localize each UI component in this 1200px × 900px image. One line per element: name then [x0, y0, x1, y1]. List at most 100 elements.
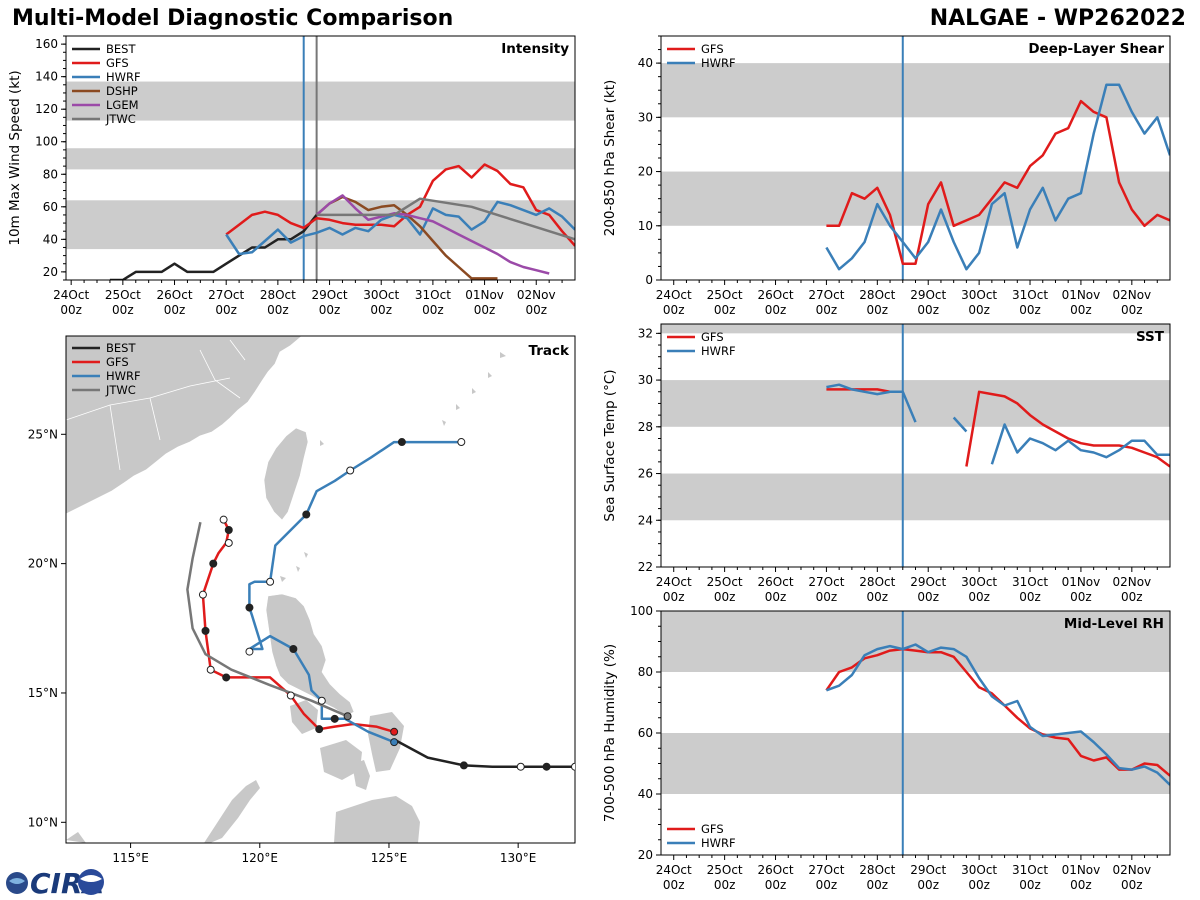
- lon-tick-label: 125°E: [371, 851, 408, 865]
- panel-title: Track: [529, 343, 570, 359]
- x-tick-label-date: 01Nov: [1062, 288, 1101, 302]
- x-tick-label-hour: 00z: [968, 590, 990, 604]
- x-tick-label-date: 25Oct: [707, 863, 743, 877]
- series-line-hwrf: [825, 83, 1170, 271]
- shaded-band: [661, 324, 1170, 334]
- x-tick-label-hour: 00z: [917, 878, 939, 892]
- x-tick-label-hour: 00z: [1070, 590, 1092, 604]
- series-line-jtwc: [316, 197, 575, 241]
- rh-panel: 2040608010024Oct00z25Oct00z26Oct00z27Oct…: [602, 604, 1171, 892]
- track-position-marker: [346, 466, 355, 475]
- babuyan-islands: [280, 552, 308, 582]
- x-tick-label-hour: 00z: [1019, 303, 1041, 317]
- series-group: [826, 383, 1170, 468]
- x-tick-label-hour: 00z: [474, 303, 496, 317]
- legend-label: HWRF: [701, 836, 736, 850]
- x-tick-label-date: 26Oct: [758, 288, 794, 302]
- x-tick-label-date: 27Oct: [808, 575, 844, 589]
- x-tick-label-date: 28Oct: [859, 575, 895, 589]
- x-tick-label-hour: 00z: [867, 878, 889, 892]
- lat-tick-label: 20°N: [28, 557, 58, 571]
- x-tick-label-hour: 00z: [267, 303, 289, 317]
- x-tick-label-hour: 00z: [714, 303, 736, 317]
- y-tick-label: 20: [638, 165, 653, 179]
- track-content: 115°E 120°E 125°E 130°E 10°N 15°N 20°N 25°N Trac…: [28, 341, 575, 865]
- x-tick-label-hour: 00z: [765, 590, 787, 604]
- legend-label: DSHP: [106, 84, 138, 98]
- x-tick-label-hour: 00z: [968, 878, 990, 892]
- track-position-marker: [397, 438, 406, 447]
- sst-panel: 22242628303224Oct00z25Oct00z26Oct00z27Oc…: [602, 323, 1171, 604]
- panel-title: Deep-Layer Shear: [1028, 41, 1164, 57]
- legend-label: GFS: [701, 822, 724, 836]
- track-position-marker: [516, 762, 525, 771]
- shaded-band: [661, 611, 1170, 672]
- series-group: [825, 643, 1170, 786]
- x-tick-label-hour: 00z: [663, 303, 685, 317]
- x-tick-label-date: 27Oct: [808, 288, 844, 302]
- y-tick-label: 10: [638, 219, 653, 233]
- hainan-island: [66, 832, 86, 843]
- track-position-marker: [289, 644, 298, 653]
- panay-negros: [320, 740, 362, 780]
- x-tick-label-hour: 00z: [714, 590, 736, 604]
- x-tick-label-hour: 00z: [1121, 878, 1143, 892]
- y-tick-label: 40: [638, 56, 653, 70]
- x-tick-label-date: 28Oct: [859, 863, 895, 877]
- x-tick-label-hour: 00z: [112, 303, 134, 317]
- x-tick-label-date: 27Oct: [808, 863, 844, 877]
- legend-label: GFS: [106, 56, 129, 70]
- track-line-gfs: [201, 519, 395, 734]
- x-tick-label-hour: 00z: [816, 878, 838, 892]
- x-tick-label-date: 29Oct: [910, 288, 946, 302]
- series-line-hwrf: [952, 416, 968, 433]
- x-tick-label-hour: 00z: [765, 303, 787, 317]
- mainland-china: [66, 336, 303, 515]
- x-tick-label-date: 28Oct: [260, 288, 296, 302]
- x-tick-label-hour: 00z: [816, 590, 838, 604]
- y-tick-label: 160: [35, 37, 58, 51]
- lat-tick-label: 25°N: [28, 427, 58, 441]
- x-tick-label-date: 27Oct: [208, 288, 244, 302]
- x-tick-label-date: 31Oct: [1012, 288, 1048, 302]
- lat-tick-label: 10°N: [28, 815, 58, 829]
- track-position-marker: [542, 762, 551, 771]
- series-group: [109, 163, 575, 280]
- legend-label: GFS: [701, 330, 724, 344]
- series-line-gfs: [826, 99, 1170, 265]
- x-tick-label-hour: 00z: [1121, 590, 1143, 604]
- x-tick-label-date: 25Oct: [105, 288, 141, 302]
- series-line-hwrf: [225, 200, 575, 256]
- track-position-marker: [286, 691, 295, 700]
- x-tick-label-hour: 00z: [525, 303, 547, 317]
- y-tick-label: 24: [638, 513, 653, 527]
- shaded-band: [661, 171, 1170, 226]
- y-tick-label: 30: [638, 110, 653, 124]
- y-axis-label: 200-850 hPa Shear (kt): [602, 80, 618, 237]
- x-tick-label-date: 29Oct: [312, 288, 348, 302]
- track-position-marker: [201, 626, 210, 635]
- y-tick-label: 100: [630, 604, 653, 618]
- x-tick-label-date: 25Oct: [707, 288, 743, 302]
- y-tick-label: 20: [43, 265, 58, 279]
- track-position-marker: [245, 647, 254, 656]
- y-tick-label: 60: [43, 200, 58, 214]
- y-axis-label: 10m Max Wind Speed (kt): [7, 70, 23, 245]
- x-tick-label-hour: 00z: [765, 878, 787, 892]
- x-tick-label-date: 26Oct: [157, 288, 193, 302]
- track-position-marker: [266, 577, 275, 586]
- x-tick-label-hour: 00z: [917, 590, 939, 604]
- storm-id: NALGAE - WP262022: [929, 6, 1186, 31]
- map-frame: [65, 335, 576, 844]
- legend-label: BEST: [106, 42, 136, 56]
- series-line-best: [109, 214, 318, 280]
- lon-tick-label: 120°E: [242, 851, 279, 865]
- track-position-marker: [222, 673, 231, 682]
- legend-label: HWRF: [106, 369, 141, 383]
- track-line-hwrf: [248, 440, 462, 744]
- x-tick-label-date: 01Nov: [465, 288, 504, 302]
- legend-label: GFS: [106, 355, 129, 369]
- x-tick-label-hour: 00z: [714, 878, 736, 892]
- x-tick-label-date: 31Oct: [1012, 575, 1048, 589]
- intensity-panel: 2040608010012014016024Oct00z25Oct00z26Oc…: [7, 35, 576, 317]
